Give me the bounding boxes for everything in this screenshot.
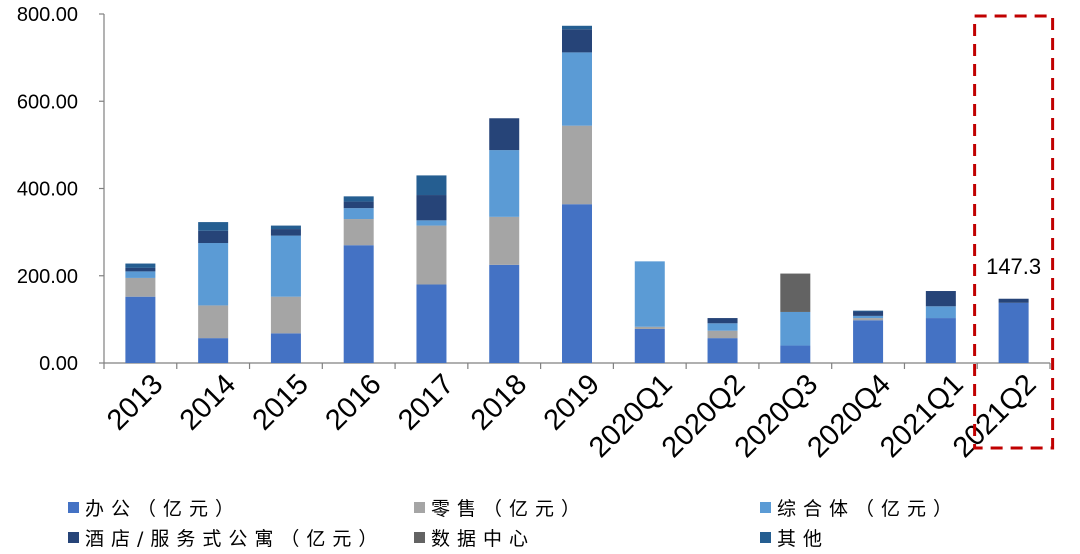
bar-segment bbox=[780, 311, 811, 346]
bar-segment bbox=[634, 326, 665, 329]
bar-segment bbox=[562, 52, 592, 126]
legend-label: 数据中心 bbox=[431, 527, 536, 550]
bar-segment bbox=[998, 302, 1029, 363]
bar-segment bbox=[125, 296, 156, 363]
bar-segment bbox=[343, 245, 374, 363]
x-tick-label: 2016 bbox=[319, 368, 387, 436]
bar-segment bbox=[707, 323, 738, 331]
legend-swatch bbox=[414, 531, 425, 543]
legend-swatch bbox=[760, 531, 771, 543]
bar-segment bbox=[925, 306, 956, 319]
y-tick-label: 0.00 bbox=[39, 353, 78, 375]
y-tick-label: 600.00 bbox=[17, 91, 78, 113]
x-axis: 2013 2014 2015 2016 2017 2018 20192020Q12020Q2… bbox=[101, 362, 1051, 464]
bar-segment bbox=[853, 320, 884, 363]
bar-segment bbox=[489, 150, 520, 217]
legend-item: 办公（亿元） bbox=[68, 494, 241, 520]
y-tick-label: 400.00 bbox=[17, 179, 78, 201]
bar-segment bbox=[853, 311, 884, 316]
legend-swatch bbox=[68, 501, 79, 513]
legend-swatch bbox=[414, 501, 425, 513]
bar-segment bbox=[343, 208, 374, 220]
bar-segment bbox=[707, 330, 738, 339]
y-tick-label: 800.00 bbox=[17, 4, 78, 26]
legend-label: 酒店/服务式公寓（亿元） bbox=[85, 527, 385, 550]
x-tick-label: 2014 bbox=[174, 368, 242, 436]
legend-label: 综合体（亿元） bbox=[777, 497, 960, 520]
bar-segment bbox=[562, 125, 592, 205]
bar-segment bbox=[198, 230, 229, 244]
highlight-annotation: 147.3 bbox=[973, 14, 1055, 450]
bar-segment bbox=[925, 318, 956, 363]
bar-segment bbox=[270, 229, 301, 236]
bar-segment bbox=[853, 318, 884, 321]
bar-segment bbox=[416, 284, 447, 363]
bar-segment bbox=[343, 219, 374, 246]
bar-segment bbox=[270, 225, 301, 230]
bar-segment bbox=[125, 263, 156, 268]
legend-item: 酒店/服务式公寓（亿元） bbox=[68, 524, 384, 550]
bar-segment bbox=[707, 338, 738, 363]
legend-swatch bbox=[760, 501, 771, 513]
legend-label: 零售（亿元） bbox=[431, 497, 588, 520]
highlight-box bbox=[973, 14, 1055, 450]
bar-segment bbox=[343, 201, 374, 209]
bar-segment bbox=[198, 243, 229, 306]
bar-segment bbox=[416, 175, 447, 196]
bar-segment bbox=[270, 235, 301, 297]
legend-item: 其他 bbox=[760, 524, 829, 550]
bar-segment bbox=[634, 328, 665, 363]
legend-label: 其他 bbox=[777, 527, 830, 550]
bar-segment bbox=[416, 220, 447, 226]
bar-segment bbox=[343, 196, 374, 202]
bar-segment bbox=[416, 225, 447, 285]
bar-segment bbox=[562, 25, 592, 30]
bar-segment bbox=[270, 333, 301, 363]
bar-segment bbox=[489, 216, 520, 265]
x-tick-label: 2013 bbox=[101, 368, 169, 436]
legend: 办公（亿元） 零售（亿元） 综合体（亿元） 酒店/服务式公寓（亿元） 数据中心 其他 bbox=[68, 494, 1068, 550]
bar-segment bbox=[780, 273, 811, 312]
bar-segment bbox=[707, 318, 738, 324]
x-tick-label: 2015 bbox=[247, 368, 315, 436]
legend-swatch bbox=[68, 531, 79, 543]
bar-segment bbox=[198, 222, 229, 231]
bar-segment bbox=[416, 195, 447, 221]
bar-segment bbox=[562, 204, 592, 363]
bar-segment bbox=[125, 271, 156, 278]
legend-label: 办公（亿元） bbox=[85, 497, 242, 520]
legend-item: 零售（亿元） bbox=[414, 494, 587, 520]
bar-segment bbox=[198, 338, 229, 363]
bar-segment bbox=[780, 345, 811, 363]
bar-segment bbox=[489, 264, 520, 363]
bar-segment bbox=[998, 298, 1029, 303]
y-tick-label: 200.00 bbox=[17, 266, 78, 288]
bar-segment bbox=[125, 277, 156, 297]
bar-segment bbox=[125, 267, 156, 272]
bar-segment bbox=[853, 310, 884, 312]
bar-segment bbox=[634, 261, 665, 327]
x-tick-label: 2018 bbox=[465, 368, 533, 436]
legend-item: 综合体（亿元） bbox=[760, 494, 959, 520]
annotation-label: 147.3 bbox=[986, 254, 1041, 279]
y-axis: 800.00 600.00 400.00 200.00 0.00 bbox=[17, 4, 105, 375]
x-tick-label: 2019 bbox=[538, 368, 606, 436]
bar-segment bbox=[489, 118, 520, 151]
bar-segment bbox=[270, 296, 301, 334]
bar-segment bbox=[925, 291, 956, 307]
bar-segment bbox=[198, 305, 229, 339]
x-tick-label: 2017 bbox=[392, 368, 460, 436]
bars bbox=[125, 25, 1029, 363]
bar-segment bbox=[853, 315, 884, 319]
bar-segment bbox=[562, 29, 592, 53]
legend-item: 数据中心 bbox=[414, 524, 535, 550]
